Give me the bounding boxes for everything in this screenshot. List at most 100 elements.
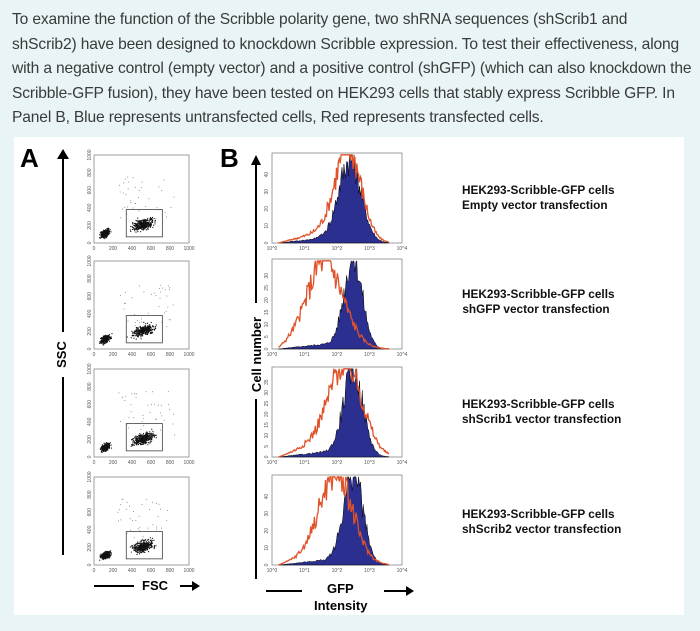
y-tick-label: 1000: [87, 363, 93, 374]
scatter-point: [134, 225, 136, 227]
scatter-point: [137, 196, 139, 198]
scatter-point: [153, 217, 155, 220]
scatter-point: [120, 217, 122, 219]
scatter-point: [126, 336, 128, 338]
intro-paragraph: To examine the function of the Scribble …: [12, 11, 692, 126]
scatter-point: [169, 287, 171, 289]
scatter-point: [132, 331, 134, 333]
gate-rectangle: [125, 315, 163, 344]
scatter-point: [102, 341, 104, 343]
scatter-point: [152, 325, 154, 327]
scatter-point: [152, 224, 155, 226]
scatter-point: [123, 308, 125, 310]
scatter-point: [150, 327, 152, 329]
scatter-point: [100, 235, 102, 237]
scatter-point: [124, 206, 126, 208]
scatter-point: [127, 188, 129, 190]
scatter-point: [139, 222, 141, 225]
scatter-point: [100, 341, 102, 343]
scatter-point: [135, 335, 137, 337]
scatter-point: [99, 340, 101, 343]
x-tick-label: 10^3: [364, 568, 375, 574]
scatter-point: [110, 337, 112, 339]
scatter-plot-2: 0 200 400 600 800 1000 0 200 400 600 800 1000: [87, 255, 195, 358]
scatter-point: [151, 218, 153, 220]
condition-line2: shScrib2 vector transfection: [462, 522, 622, 536]
y-tick-label: 20: [264, 528, 270, 534]
x-tick-label: 10^4: [397, 568, 408, 574]
scatter-point: [123, 182, 125, 184]
scatter-point: [152, 332, 154, 334]
x-tick-label: 10^0: [267, 460, 278, 466]
scatter-point: [142, 326, 145, 329]
scatter-point: [150, 330, 152, 332]
condition-line1: HEK293-Scribble-GFP cells: [462, 183, 615, 197]
scatter-point: [108, 338, 110, 340]
scatter-point: [137, 327, 139, 329]
scatter-point: [129, 229, 132, 231]
y-tick-label: 0: [264, 347, 270, 350]
fsc-arrow-icon: [180, 581, 200, 591]
fsc-axis-label: FSC: [142, 578, 168, 593]
x-tick-label: 10^1: [299, 352, 310, 358]
scatter-point: [142, 219, 145, 222]
y-tick-label: 20: [264, 297, 270, 303]
scatter-point: [148, 198, 150, 200]
scatter-point: [145, 225, 148, 227]
scatter-point: [155, 327, 157, 330]
y-tick-label: 30: [264, 189, 270, 195]
scatter-point: [104, 234, 107, 236]
scatter-point: [164, 289, 166, 291]
scatter-point: [143, 329, 146, 332]
scatter-point: [104, 342, 106, 344]
scatter-point: [146, 333, 149, 336]
scatter-point: [151, 331, 153, 333]
scatter-point: [136, 220, 138, 222]
scatter-point: [137, 221, 139, 223]
scatter-point: [165, 216, 167, 218]
scatter-point: [140, 187, 142, 189]
scatter-point: [148, 326, 150, 329]
scatter-point: [139, 326, 142, 328]
scatter-point: [148, 328, 150, 330]
scatter-point: [137, 220, 139, 222]
condition-label-shscrib2: HEK293-Scribble-GFP cells shScrib2 vecto…: [462, 507, 622, 537]
fsc-axis-line: [94, 585, 134, 587]
scatter-point: [151, 329, 153, 331]
scatter-point: [110, 231, 112, 233]
cell-number-axis-line-lower: [255, 399, 257, 579]
scatter-point: [145, 332, 147, 334]
x-tick-label: 10^4: [397, 246, 408, 252]
plot-frame: [93, 154, 190, 244]
scatter-point: [141, 226, 144, 228]
condition-line1: HEK293-Scribble-GFP cells: [462, 397, 615, 411]
histogram-3: 10^0 10^1 10^2 10^3 10^4 0 5 10 15 20 25 30 35: [264, 366, 408, 466]
scatter-point: [143, 291, 145, 293]
scatter-point: [152, 226, 154, 229]
scatter-point: [170, 206, 172, 208]
scatter-point: [135, 338, 137, 340]
scatter-point: [132, 335, 134, 337]
y-tick-label: 40: [264, 494, 270, 500]
scatter-point: [100, 236, 102, 238]
scatter-point: [140, 321, 142, 323]
scatter-point: [103, 229, 105, 232]
condition-line1: HEK293-Scribble-GFP cells: [462, 287, 615, 301]
x-tick-label: 10^4: [397, 352, 408, 358]
scatter-point: [165, 310, 167, 312]
scatter-point: [135, 333, 138, 335]
scatter-point: [122, 208, 124, 210]
scatter-point: [145, 331, 147, 333]
scatter-point: [167, 306, 169, 308]
scatter-point: [147, 217, 149, 220]
y-tick-label: 1000: [87, 255, 93, 266]
x-tick-label: 200: [109, 352, 118, 358]
y-tick-label: 200: [87, 327, 93, 336]
scatter-point: [105, 342, 108, 344]
y-tick-label: 800: [87, 274, 93, 283]
scatter-point: [133, 222, 136, 225]
x-tick-label: 400: [128, 460, 137, 466]
scatter-point: [102, 339, 105, 341]
